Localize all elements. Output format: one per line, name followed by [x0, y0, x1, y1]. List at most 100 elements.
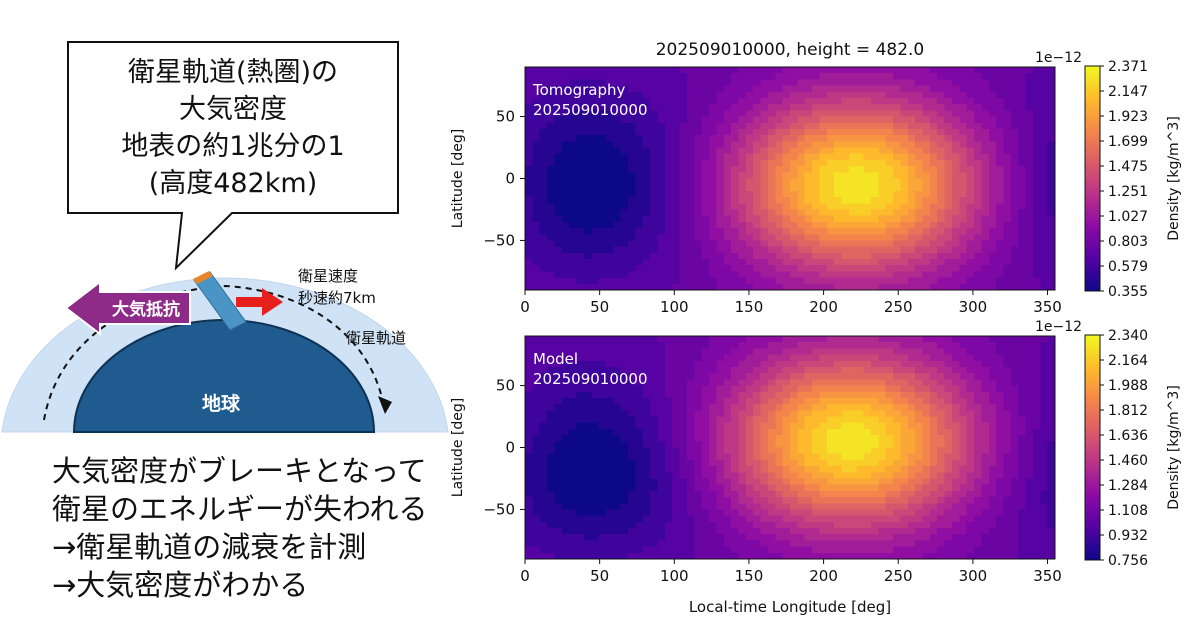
heatmap-cell: [701, 397, 710, 405]
heatmap-cell: [1010, 490, 1019, 498]
heatmap-cell: [539, 122, 548, 130]
heatmap-cell: [561, 459, 570, 467]
heatmap-cell: [907, 147, 916, 155]
heatmap-cell: [679, 366, 688, 374]
heatmap-cell: [532, 141, 541, 149]
heatmap-cell: [605, 203, 614, 211]
heatmap-cell: [554, 252, 563, 260]
heatmap-cell: [929, 259, 938, 266]
heatmap-cell: [767, 252, 776, 260]
heatmap-cell: [834, 197, 843, 204]
heatmap-cell: [723, 521, 732, 529]
heatmap-cell: [591, 509, 600, 517]
heatmap-cell: [937, 410, 946, 418]
heatmap-cell: [525, 515, 533, 523]
heatmap-cell: [525, 252, 533, 260]
heatmap-cell: [686, 221, 695, 229]
heatmap-cell: [870, 379, 879, 387]
heatmap-cell: [716, 141, 725, 149]
orbit-arrowhead: [378, 396, 392, 414]
heatmap-cell: [929, 190, 938, 198]
heatmap-cell: [981, 277, 990, 285]
heatmap-cell: [944, 509, 953, 517]
heatmap-cell: [716, 360, 725, 368]
heatmap-cell: [745, 234, 754, 242]
heatmap-cell: [760, 85, 769, 93]
heatmap-cell: [775, 509, 784, 517]
heatmap-cell: [841, 277, 850, 285]
heatmap-cell: [1003, 283, 1012, 290]
heatmap-cell: [929, 497, 938, 504]
heatmap-cell: [547, 184, 556, 192]
heatmap-cell: [569, 147, 578, 155]
heatmap-cell: [650, 209, 659, 217]
heatmap-cell: [767, 234, 776, 242]
heatmap-cell: [878, 360, 887, 368]
heatmap-cell: [664, 441, 673, 449]
heatmap-cell: [878, 265, 887, 273]
heatmap-cell: [620, 497, 629, 504]
heatmap-cell: [790, 373, 798, 380]
heatmap-cell: [812, 135, 821, 142]
heatmap-cell: [1047, 252, 1055, 260]
heatmap-cell: [635, 490, 644, 498]
heatmap-cell: [1003, 240, 1012, 248]
heatmap-cell: [561, 441, 570, 449]
heatmap-cell: [797, 478, 806, 486]
heatmap-cell: [1010, 178, 1019, 186]
heatmap-cell: [760, 184, 769, 192]
heatmap-cell: [701, 203, 710, 211]
heatmap-cell: [1047, 91, 1055, 99]
heatmap-cell: [929, 159, 938, 167]
heatmap-cell: [1003, 528, 1012, 535]
heatmap-cell: [583, 472, 592, 480]
heatmap-cell: [561, 385, 570, 393]
heatmap-cell: [988, 221, 997, 229]
heatmap-cell: [650, 410, 659, 418]
heatmap-cell: [863, 277, 872, 285]
heatmap-cell: [554, 342, 563, 349]
heatmap-cell: [834, 379, 843, 387]
heatmap-cell: [826, 453, 835, 461]
heatmap-cell: [738, 166, 747, 173]
heatmap-cell: [804, 159, 813, 167]
heatmap-cell: [996, 404, 1005, 411]
heatmap-cell: [605, 73, 614, 80]
heatmap-cell: [694, 534, 703, 542]
heatmap-cell: [804, 153, 813, 161]
heatmap-cell: [996, 197, 1005, 204]
heatmap-cell: [929, 459, 938, 467]
heatmap-cell: [812, 128, 821, 136]
heatmap-cell: [591, 336, 600, 343]
heatmap-cell: [1032, 354, 1041, 362]
heatmap-cell: [988, 441, 997, 449]
heatmap-cell: [790, 515, 798, 523]
heatmap-cell: [988, 422, 997, 430]
heatmap-cell: [907, 428, 916, 436]
heatmap-cell: [738, 97, 747, 105]
heatmap-cell: [569, 385, 578, 393]
heatmap-cell: [834, 166, 843, 173]
heatmap-cell: [664, 404, 673, 411]
heatmap-cell: [605, 416, 614, 424]
heatmap-cell: [561, 197, 570, 204]
heatmap-cell: [841, 265, 850, 273]
heatmap-cell: [790, 410, 798, 418]
heatmap-cell: [767, 215, 776, 223]
heatmap-cell: [672, 416, 681, 424]
heatmap-cell: [937, 348, 946, 356]
heatmap-cell: [988, 391, 997, 399]
heatmap-cell: [944, 360, 953, 368]
heatmap-cell: [937, 441, 946, 449]
heatmap-cell: [753, 197, 762, 204]
heatmap-cell: [929, 379, 938, 387]
heatmap-cell: [628, 404, 637, 411]
heatmap-cell: [812, 428, 821, 436]
heatmap-cell: [988, 397, 997, 405]
heatmap-cell: [1047, 128, 1055, 136]
heatmap-cell: [1003, 366, 1012, 374]
heatmap-cell: [745, 190, 754, 198]
heatmap-cell: [605, 422, 614, 430]
heatmap-cell: [988, 366, 997, 374]
heatmap-cell: [797, 360, 806, 368]
